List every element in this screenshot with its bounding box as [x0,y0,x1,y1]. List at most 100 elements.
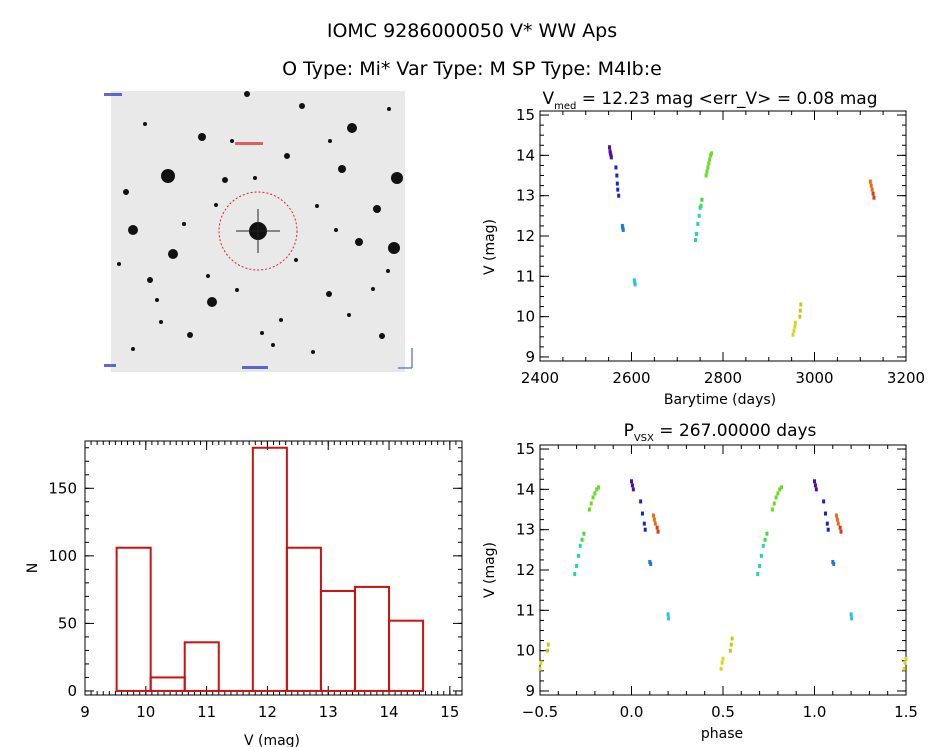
histogram-bar [319,589,356,692]
data-point [639,499,643,504]
star [159,320,163,324]
data-point [836,521,840,526]
y-tick-label: 11 [516,267,535,285]
phased-points [538,479,908,671]
data-point [643,527,647,532]
data-point [902,666,906,671]
phased-title: PVSX = 267.00000 days [624,421,817,444]
data-point [608,145,612,150]
data-point [699,203,703,208]
x-tick-label: 2400 [521,369,559,387]
data-point [798,314,802,319]
data-point [642,521,646,526]
star [379,333,385,339]
data-point [694,238,698,243]
data-point [772,501,776,506]
histogram-bar [183,641,220,692]
data-point [832,561,836,566]
data-point [648,559,652,564]
data-point [633,280,637,285]
star [355,238,363,246]
star [143,122,147,126]
data-point [792,328,796,333]
data-point [825,521,829,526]
y-tick-label: 9 [525,682,535,700]
data-point [835,517,839,522]
star [386,269,390,273]
data-point [838,525,842,530]
data-point [595,487,599,492]
data-point [871,191,875,196]
data-point [793,324,797,329]
x-tick-label: 14 [379,703,398,721]
corner-label-mark [104,364,116,367]
star [161,169,175,183]
data-point [763,537,767,542]
star [230,139,234,143]
data-point [710,151,714,156]
y-tick-label: 11 [516,601,535,619]
data-point [904,656,908,661]
data-point [780,485,784,490]
star [253,176,257,180]
data-point [578,543,582,548]
data-point [620,223,624,228]
data-point [587,507,591,512]
data-point [652,517,656,522]
data-point [850,616,854,621]
data-point [761,543,765,548]
data-point [799,302,803,307]
data-point [655,525,659,530]
x-tick-label: 12 [258,703,277,721]
data-point [758,563,762,568]
star [338,165,346,173]
x-tick-label: −0.5 [522,703,558,721]
panel-phased-curve: PVSX = 267.00000 days −0.5 0.0 0.5 1.0 1.5 9 1… [482,421,918,742]
data-point [609,153,613,158]
data-point [631,487,635,492]
data-point [839,529,843,534]
data-point [615,173,619,178]
x-tick-label: 11 [197,703,216,721]
x-tick-label: 9 [80,703,90,721]
histogram-xlabel: V (mag) [244,733,300,747]
data-point [869,183,873,188]
y-tick-label: 14 [516,480,535,498]
histogram-bars [115,446,425,692]
data-point [822,499,826,504]
data-point [630,483,634,488]
data-point [696,221,700,226]
y-tick-label: 100 [48,547,77,565]
star [182,222,186,226]
data-point [616,187,620,192]
data-point [707,161,711,166]
lightcurve-xlabel: Barytime (days) [664,392,776,408]
data-point [573,572,577,577]
y-tick-label: 0 [67,682,77,700]
star [207,297,217,307]
data-point [770,507,774,512]
y-tick-label: 12 [516,227,535,245]
data-point [614,165,618,170]
x-tick-label: 1.0 [803,703,827,721]
data-point [580,537,584,542]
corner-label-mark [104,93,122,96]
data-point [730,636,734,641]
panel-light-curve: Vmed = 12.23 mag <err_V> = 0.08 mag 2400… [482,89,925,408]
histogram-bar [285,546,322,692]
y-tick-label: 10 [516,642,535,660]
x-tick-label: 10 [136,703,155,721]
y-tick-label: 10 [516,308,535,326]
data-point [709,153,713,158]
lightcurve-points [608,145,876,337]
star [198,133,206,141]
star [147,277,153,283]
y-tick-label: 15 [516,440,535,458]
star [299,103,305,109]
data-point [776,491,780,496]
data-point [697,213,701,218]
data-point [793,320,797,325]
target-label-mark [235,142,263,145]
